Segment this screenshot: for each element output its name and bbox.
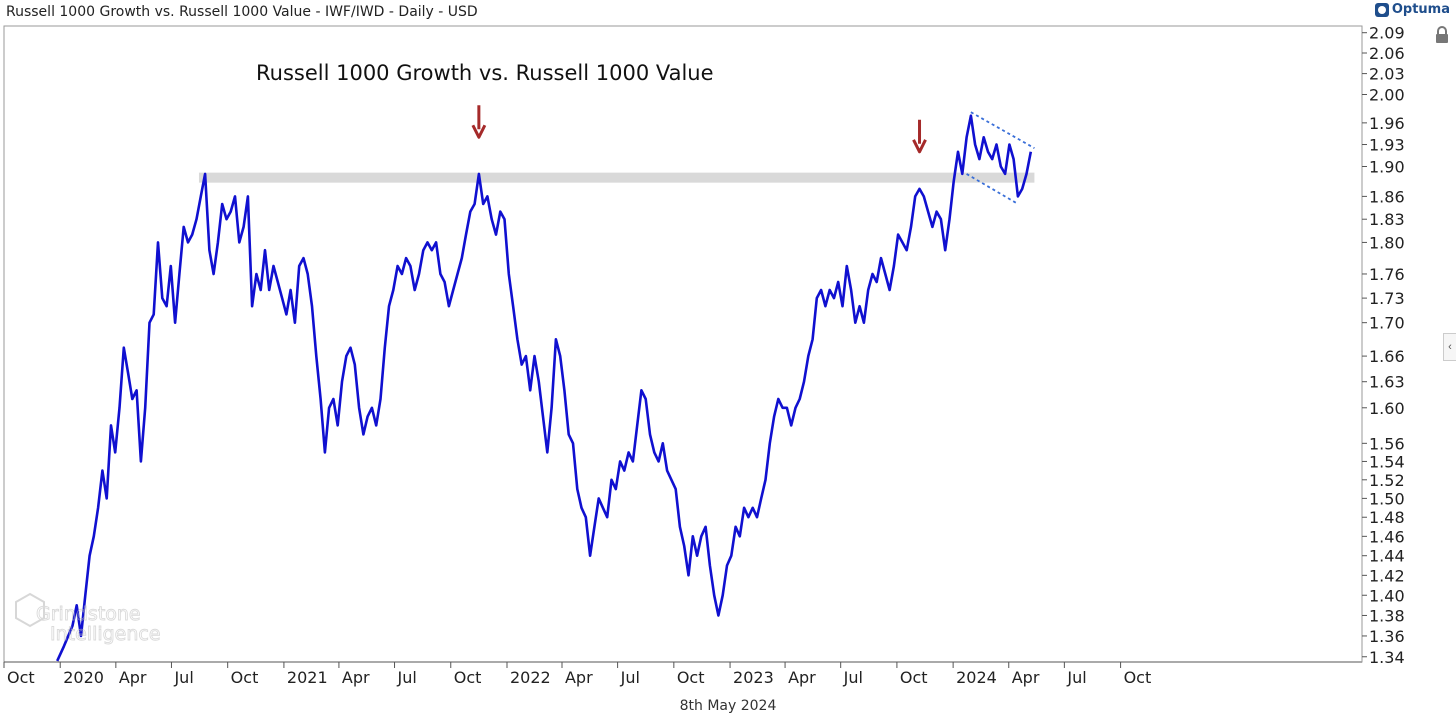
x-tick-label: Oct [677, 668, 705, 687]
plot-frame [3, 25, 1363, 663]
channel-upper-line [970, 111, 1035, 149]
y-tick-label: 1.42 [1369, 566, 1405, 585]
x-tick-label: Jul [843, 668, 863, 687]
y-tick-label: 1.66 [1369, 347, 1405, 366]
x-tick-label: 2022 [510, 668, 551, 687]
x-tick-label: Jul [173, 668, 193, 687]
x-tick-label: Oct [900, 668, 928, 687]
x-tick-label: 2024 [956, 668, 997, 687]
x-tick-label: Jul [620, 668, 640, 687]
y-tick-label: 1.76 [1369, 265, 1405, 284]
x-tick-label: Oct [1124, 668, 1152, 687]
y-tick-label: 1.96 [1369, 114, 1405, 133]
x-tick-label: 2021 [287, 668, 328, 687]
x-tick-label: Apr [788, 668, 816, 687]
y-tick-label: 1.34 [1369, 648, 1405, 667]
x-tick-label: Apr [1012, 668, 1040, 687]
brand-name: Optuma [1391, 2, 1450, 17]
x-tick-label: Oct [454, 668, 482, 687]
y-tick-label: 1.38 [1369, 606, 1405, 625]
watermark: Grindstone Intelligence [15, 592, 161, 645]
collapse-panel-button[interactable]: ‹ [1443, 333, 1456, 361]
x-tick-label: 2020 [63, 668, 104, 687]
y-tick-label: 1.40 [1369, 586, 1405, 605]
x-tick-label: Jul [397, 668, 417, 687]
y-tick-label: 1.83 [1369, 210, 1405, 229]
watermark-line-1: Grindstone [36, 603, 141, 625]
chart-title: Russell 1000 Growth vs. Russell 1000 Val… [256, 61, 714, 85]
x-tick-label: Oct [231, 668, 259, 687]
y-tick-label: 1.54 [1369, 452, 1405, 471]
watermark-line-2: Intelligence [50, 623, 161, 645]
x-tick-label: Apr [565, 668, 593, 687]
lock-icon[interactable] [1435, 26, 1449, 44]
y-tick-label: 1.44 [1369, 547, 1405, 566]
x-tick-label: Apr [119, 668, 147, 687]
y-tick-label: 2.03 [1369, 65, 1405, 84]
resistance-band [198, 172, 1035, 183]
y-tick-label: 1.70 [1369, 314, 1405, 333]
y-tick-label: 1.60 [1369, 399, 1405, 418]
arrow-marker-2 [912, 119, 927, 154]
y-tick-label: 1.63 [1369, 373, 1405, 392]
arrow-marker-1 [471, 105, 487, 139]
chart-window-title: Russell 1000 Growth vs. Russell 1000 Val… [6, 4, 478, 20]
series-line-0 [56, 114, 1033, 662]
brand-logo: Optuma [1374, 2, 1450, 17]
y-tick-label: 1.93 [1369, 136, 1405, 155]
y-tick-label: 1.36 [1369, 627, 1405, 646]
y-tick-label: 1.73 [1369, 289, 1405, 308]
y-tick-label: 1.50 [1369, 489, 1405, 508]
watermark-logo-icon [15, 592, 45, 628]
channel-lower-line [966, 173, 1019, 205]
x-tick-label: Jul [1066, 668, 1086, 687]
x-tick-label: Oct [7, 668, 35, 687]
x-tick-label: 2023 [733, 668, 774, 687]
y-tick-label: 1.90 [1369, 158, 1405, 177]
y-tick-label: 1.80 [1369, 233, 1405, 252]
y-tick-label: 1.48 [1369, 508, 1405, 527]
y-tick-label: 1.86 [1369, 187, 1405, 206]
chevron-left-icon: ‹ [1448, 341, 1452, 353]
y-tick-label: 2.00 [1369, 85, 1405, 104]
y-tick-label: 1.56 [1369, 434, 1405, 453]
x-tick-label: Apr [342, 668, 370, 687]
optuma-logo-icon [1374, 2, 1389, 17]
y-tick-label: 2.09 [1369, 24, 1405, 43]
y-tick-label: 1.52 [1369, 471, 1405, 490]
y-tick-label: 1.46 [1369, 527, 1405, 546]
y-tick-label: 2.06 [1369, 44, 1405, 63]
chart-date: 8th May 2024 [679, 698, 777, 714]
